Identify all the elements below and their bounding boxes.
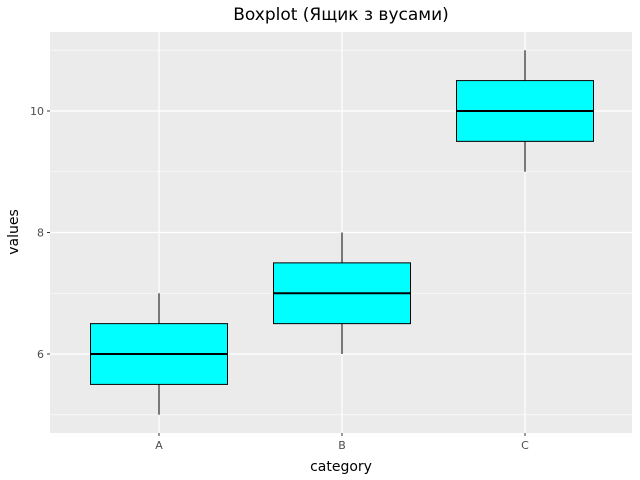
y-axis-label: values	[6, 209, 22, 255]
box-A	[90, 293, 228, 415]
y-tick-label: 10	[30, 105, 44, 118]
box-C	[456, 50, 594, 172]
chart-title: Boxplot (Ящик з вусами)	[233, 5, 449, 25]
box-B	[273, 232, 411, 355]
x-tick-label: A	[155, 439, 163, 452]
x-tick-label: C	[521, 439, 529, 452]
x-tick-label: B	[338, 439, 346, 452]
y-tick-label: 8	[37, 227, 44, 240]
x-axis-label: category	[310, 459, 372, 475]
y-tick-label: 6	[37, 348, 44, 361]
tick-labels: 6 8 10 A B C	[30, 105, 529, 452]
boxes	[90, 50, 594, 415]
